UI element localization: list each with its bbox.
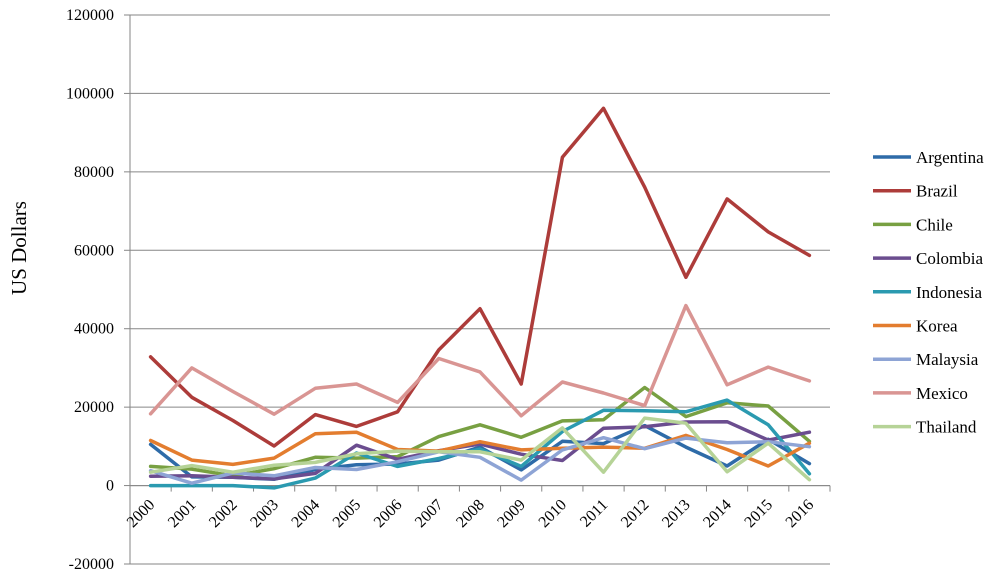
y-axis-title: US Dollars: [7, 201, 31, 295]
legend-label: Colombia: [916, 249, 984, 268]
x-tick-label: 2009: [494, 496, 529, 531]
legend-label: Argentina: [916, 148, 984, 167]
axes: [129, 15, 830, 564]
series-line-brazil: [148, 106, 812, 448]
legend-item-malaysia: Malaysia: [873, 350, 979, 369]
y-tick-label: 80000: [74, 164, 114, 181]
legend-item-korea: Korea: [873, 317, 958, 336]
x-tick-label: 2004: [288, 496, 323, 531]
series-line-mexico: [148, 303, 812, 418]
legend-item-thailand: Thailand: [873, 418, 977, 437]
legend-item-brazil: Brazil: [873, 182, 958, 201]
x-tick-label: 2015: [741, 496, 776, 531]
x-tick-label: 2007: [412, 496, 447, 531]
x-tick-label: 2006: [371, 496, 406, 531]
legend-label: Indonesia: [916, 283, 983, 302]
series-line-thailand: [148, 416, 812, 482]
legend-label: Chile: [916, 215, 953, 234]
legend-item-argentina: Argentina: [873, 148, 984, 167]
legend-label: Malaysia: [916, 350, 979, 369]
x-tick-label: 2014: [700, 496, 735, 531]
y-tick-label: 60000: [74, 242, 114, 259]
x-tick-label: 2013: [659, 496, 694, 531]
x-tick-label: 2012: [618, 496, 653, 531]
y-tick-label: -20000: [69, 556, 114, 573]
y-tick-label: 100000: [66, 85, 114, 102]
legend: Argentina Brazil Chile Colombia Indonesia Kor…: [873, 148, 984, 437]
x-tick-label: 2008: [453, 496, 488, 531]
legend-label: Mexico: [916, 384, 968, 403]
x-tick-label: 2002: [206, 496, 241, 531]
y-axis-ticks: -20000 0 20000 40000 60000 80000 100000 120000: [66, 7, 130, 573]
legend-label: Korea: [916, 317, 958, 336]
x-axis-ticks: 2000 2001 2002 2003 2004 2005 2006 2007 2008 2009…: [124, 485, 831, 531]
x-tick-label: 2003: [247, 496, 282, 531]
y-tick-label: 0: [106, 478, 114, 495]
x-tick-label: 2000: [124, 496, 159, 531]
series-lines: [148, 106, 812, 490]
legend-item-colombia: Colombia: [873, 249, 984, 268]
x-tick-label: 2010: [536, 496, 571, 531]
legend-item-indonesia: Indonesia: [873, 283, 983, 302]
series-line-colombia: [148, 419, 812, 481]
legend-item-chile: Chile: [873, 215, 953, 234]
legend-label: Thailand: [916, 418, 977, 437]
x-tick-label: 2011: [577, 496, 611, 530]
y-tick-label: 20000: [74, 399, 114, 416]
series-line-indonesia: [148, 398, 812, 490]
y-tick-label: 120000: [66, 7, 114, 24]
legend-label: Brazil: [916, 182, 958, 201]
x-tick-label: 2001: [165, 496, 200, 531]
x-tick-label: 2005: [330, 496, 365, 531]
x-tick-label: 2016: [783, 496, 818, 531]
gridlines: [130, 14, 830, 565]
legend-item-mexico: Mexico: [873, 384, 968, 403]
y-tick-label: 40000: [74, 321, 114, 338]
series-line-chile: [148, 385, 812, 478]
